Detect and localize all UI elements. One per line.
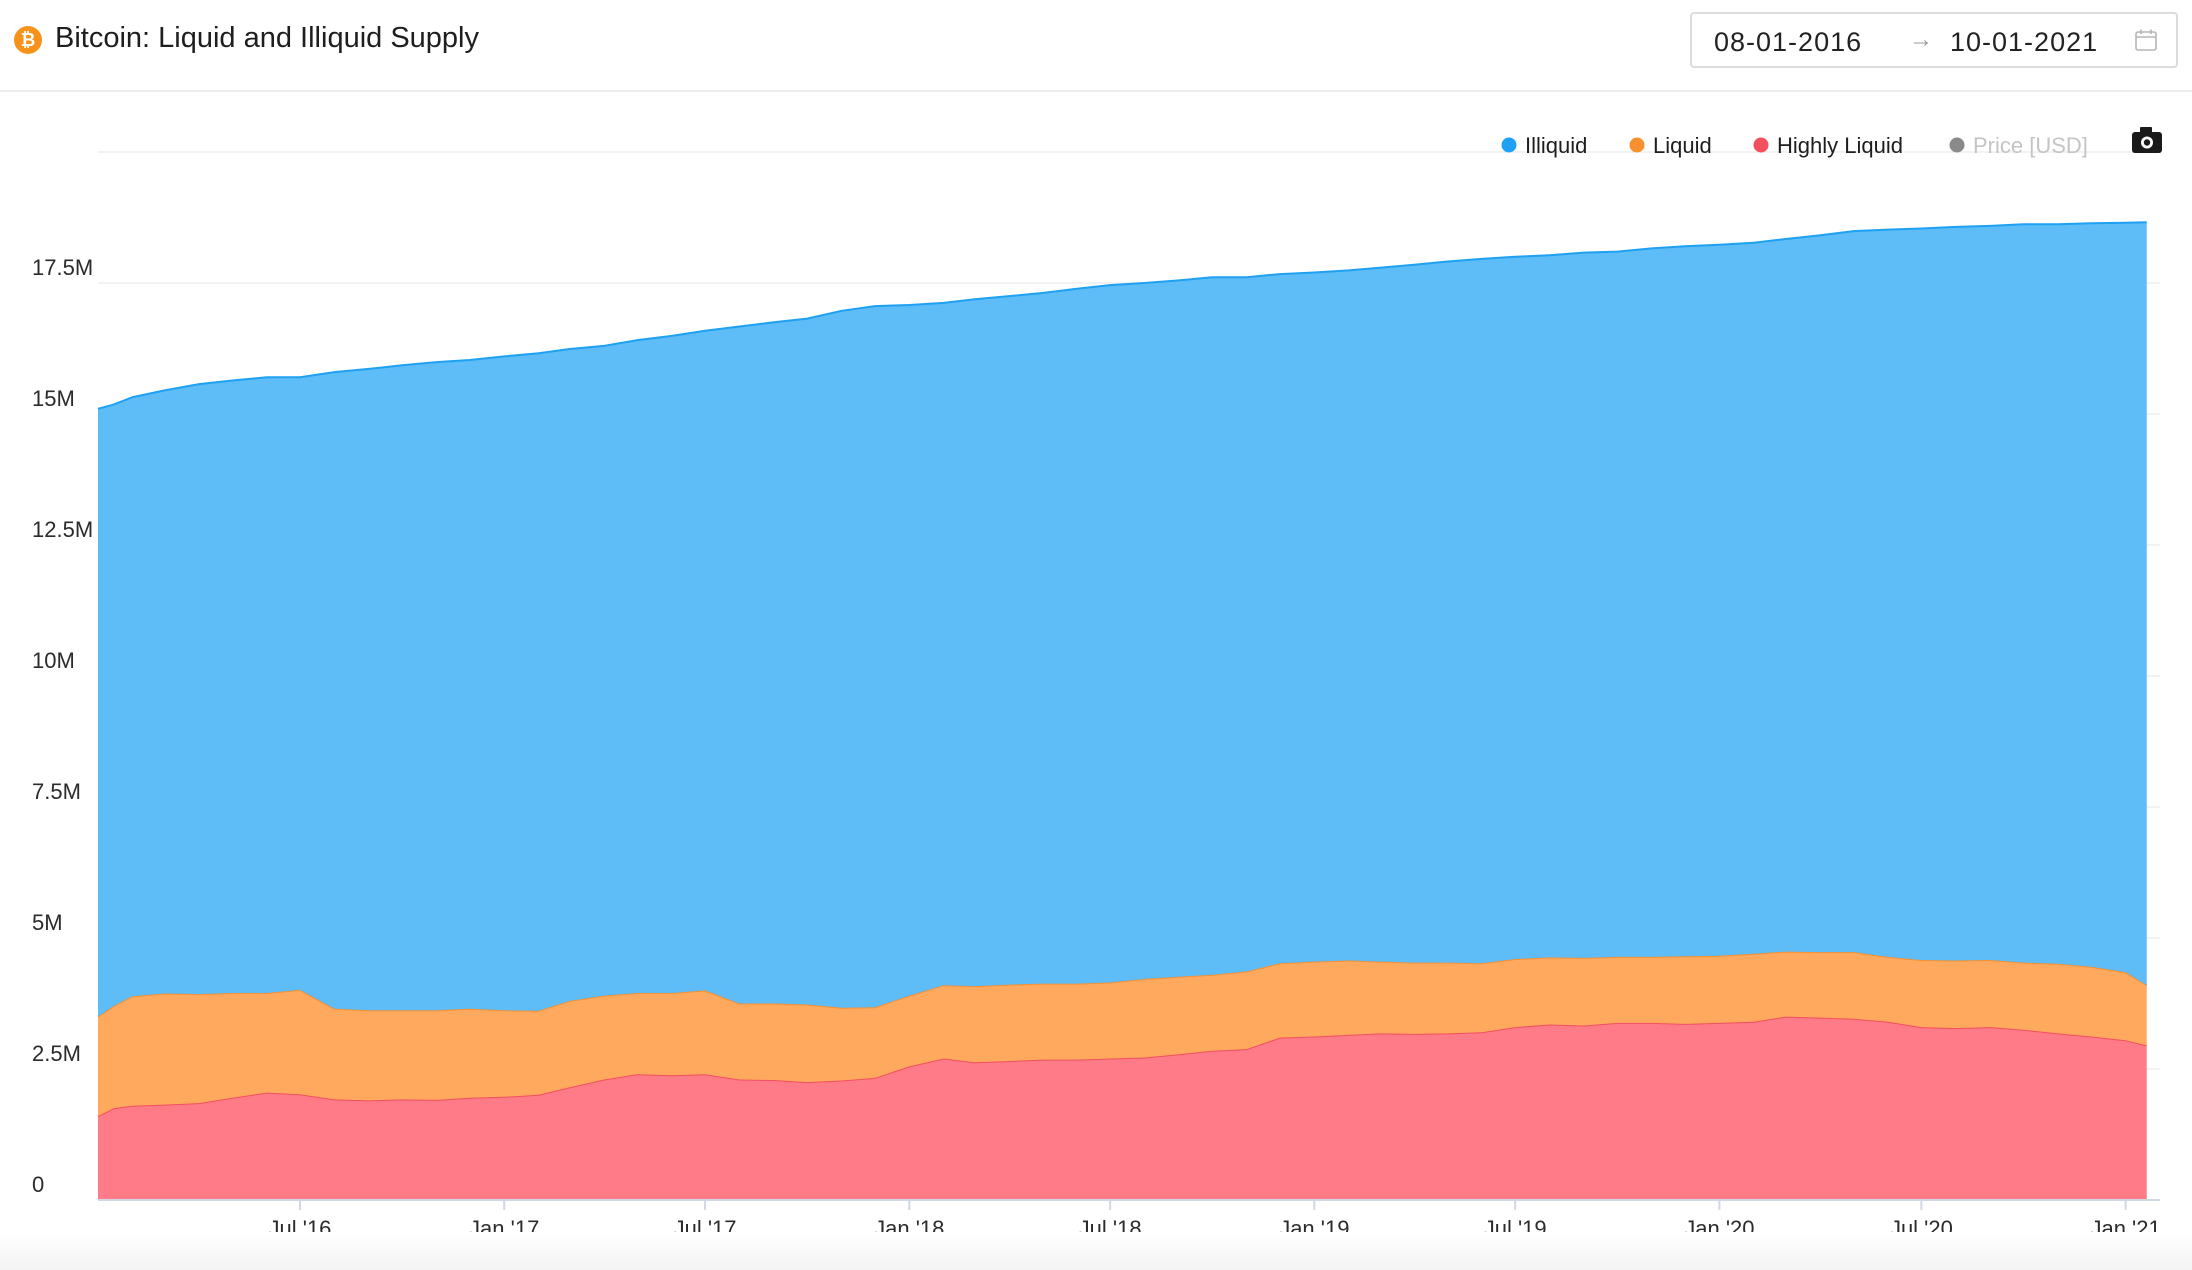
chart-areas (97, 221, 2148, 1200)
y-tick-label: 2.5M (32, 1041, 81, 1066)
calendar-icon[interactable] (2134, 28, 2158, 52)
y-tick-label: 15M (32, 386, 75, 411)
y-tick-label: 7.5M (32, 779, 81, 804)
legend-label: Price [USD] (1973, 133, 2088, 158)
legend-label: Liquid (1653, 133, 1712, 158)
y-tick-label: 17.5M (32, 255, 93, 280)
legend-item-illiquid[interactable]: Illiquid (1501, 133, 1588, 158)
area-highly-liquid (98, 1016, 2147, 1200)
chart-legend: Illiquid Liquid Highly Liquid Price [USD] (1501, 133, 2088, 158)
area-liquid (98, 951, 2147, 1117)
line-illiquid (97, 221, 2147, 410)
legend-item-price-usd[interactable]: Price [USD] (1949, 133, 2088, 158)
y-tick-label: 12.5M (32, 517, 93, 542)
bitcoin-icon: ₿ (14, 26, 42, 54)
camera-icon[interactable] (2132, 127, 2162, 153)
date-range-picker[interactable]: 08-01-2016 → 10-01-2021 (1690, 12, 2178, 68)
legend-item-highly-liquid[interactable]: Highly Liquid (1753, 133, 1903, 158)
legend-marker (1501, 137, 1517, 153)
date-to-input[interactable]: 10-01-2021 (1950, 27, 2099, 57)
chart-title: Bitcoin: Liquid and Illiquid Supply (55, 22, 479, 54)
legend-marker (1753, 137, 1769, 153)
date-from-input[interactable]: 08-01-2016 (1714, 27, 1863, 57)
legend-marker (1629, 137, 1645, 153)
chart-header: ₿ Bitcoin: Liquid and Illiquid Supply 08… (0, 0, 2192, 92)
footer-band (0, 1232, 2192, 1270)
range-arrow-icon: → (1909, 26, 1933, 53)
area-illiquid (98, 222, 2147, 1017)
legend-marker (1949, 137, 1965, 153)
y-tick-label: 5M (32, 910, 63, 935)
legend-item-liquid[interactable]: Liquid (1629, 133, 1712, 158)
y-tick-label: 10M (32, 648, 75, 673)
y-tick-label: 0 (32, 1172, 44, 1197)
legend-label: Illiquid (1525, 133, 1587, 158)
legend-label: Highly Liquid (1777, 133, 1903, 158)
